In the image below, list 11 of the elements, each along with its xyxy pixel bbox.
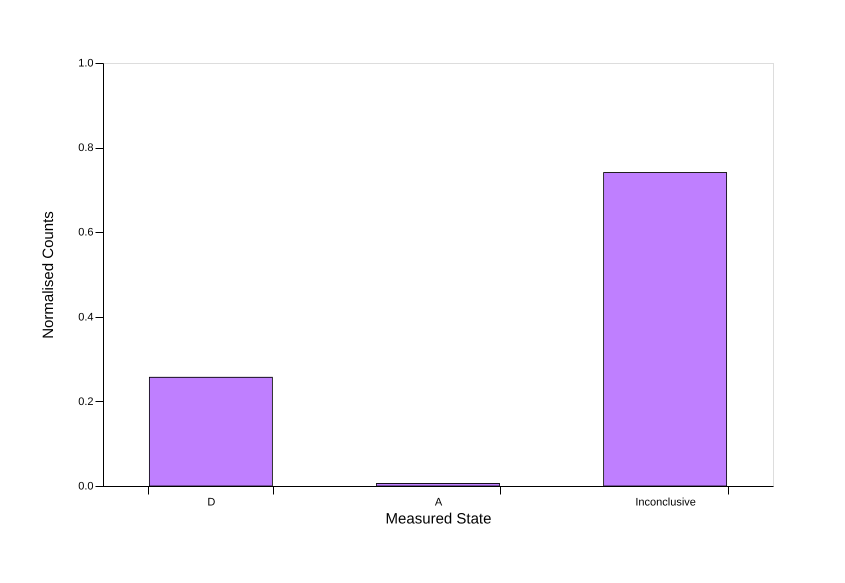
y-tick-label: 0.4 bbox=[78, 311, 94, 324]
x-tick-label: Inconclusive bbox=[635, 496, 696, 508]
x-axis-title: Measured State bbox=[386, 510, 492, 528]
y-axis-title: Normalised Counts bbox=[40, 211, 58, 339]
x-tick-label: D bbox=[207, 496, 216, 508]
y-tick-label: 0.2 bbox=[78, 396, 94, 408]
y-tick-label: 0.0 bbox=[78, 480, 94, 492]
y-tick-label: 0.8 bbox=[78, 142, 94, 154]
x-tick-label: A bbox=[434, 496, 443, 508]
y-tick-label: 1.0 bbox=[78, 58, 94, 70]
y-tick-label: 0.6 bbox=[78, 226, 94, 239]
